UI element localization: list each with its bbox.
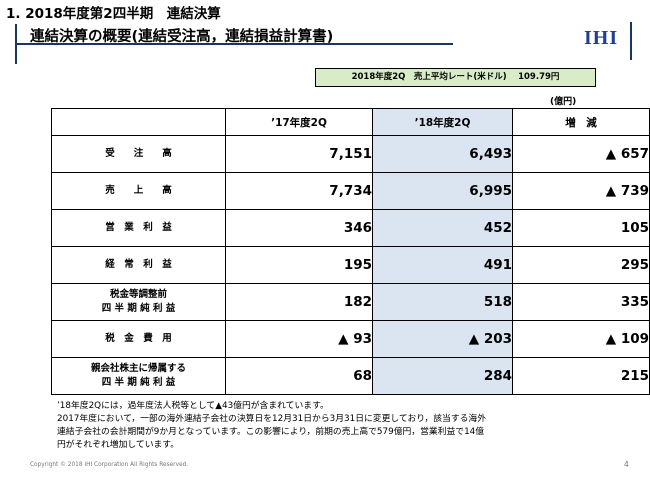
header-change: 増 減	[512, 108, 650, 136]
page-title: 連結決算の概要(連結受注高，連結損益計算書)	[30, 29, 334, 45]
value-change: ▲ 657	[512, 135, 650, 173]
value-change: ▲ 739	[512, 172, 650, 210]
footnote: ’18年度2Qには，過年度法人税等として▲43億円が含まれています。 2017年…	[57, 400, 486, 452]
row-label: 経 常 利 益	[51, 246, 226, 284]
value-fy17-2q: 195	[225, 246, 373, 284]
footnote-line: 連結子会社の会計期間が9か月となっています。この影響により，前期の売上高で579…	[57, 427, 485, 437]
value-change: 215	[512, 357, 650, 395]
value-change: 295	[512, 246, 650, 284]
table-row: 税 金 費 用 ▲ 93 ▲ 203 ▲ 109	[51, 320, 650, 358]
table-row: 受 注 高 7,151 6,493 ▲ 657	[51, 135, 650, 173]
row-label-line: 経 常 利 益	[105, 259, 172, 270]
value-fy18-2q: 491	[372, 246, 513, 284]
value-fy17-2q: 182	[225, 283, 373, 321]
table-row: 親会社株主に帰属する四 半 期 純 利 益 68 284 215	[51, 357, 650, 395]
table-row: 税金等調整前四 半 期 純 利 益 182 518 335	[51, 283, 650, 321]
footnote-line: 2017年度において，一部の海外連結子会社の決算日を12月31日から3月31日に…	[57, 414, 487, 424]
section-title: 1. 2018年度第2四半期 連結決算	[6, 6, 221, 22]
row-label-line: 売 上 高	[105, 185, 172, 196]
header-blank	[51, 108, 226, 136]
unit-label: (億円)	[550, 97, 577, 107]
exchange-rate-box: 2018年度2Q 売上平均レート(米ドル) 109.79円	[315, 68, 596, 87]
row-label: 税金等調整前四 半 期 純 利 益	[51, 283, 226, 321]
value-fy18-2q: 452	[372, 209, 513, 247]
ihi-logo: IHI	[584, 27, 619, 49]
value-change: 105	[512, 209, 650, 247]
value-fy18-2q: 518	[372, 283, 513, 321]
value-fy17-2q: ▲ 93	[225, 320, 373, 358]
value-fy17-2q: 7,151	[225, 135, 373, 173]
financial-summary-table: ’17年度2Q ’18年度2Q 増 減 受 注 高 7,151 6,493 ▲ 657…	[51, 108, 650, 395]
table-row: 経 常 利 益 195 491 295	[51, 246, 650, 284]
row-label: 営 業 利 益	[51, 209, 226, 247]
right-accent-bar	[630, 22, 632, 60]
row-label: 税 金 費 用	[51, 320, 226, 358]
table-row: 営 業 利 益 346 452 105	[51, 209, 650, 247]
row-label-line: 四 半 期 純 利 益	[101, 303, 176, 314]
footnote-line: ’18年度2Qには，過年度法人税等として▲43億円が含まれています。	[57, 401, 329, 411]
value-fy18-2q: 284	[372, 357, 513, 395]
table-header-row: ’17年度2Q ’18年度2Q 増 減	[51, 108, 650, 136]
row-label-line: 税金等調整前	[109, 289, 167, 300]
copyright: Copyright © 2018 IHI Corporation All Rig…	[30, 462, 189, 468]
value-fy17-2q: 346	[225, 209, 373, 247]
row-label-line: 親会社株主に帰属する	[90, 363, 186, 374]
row-label: 売 上 高	[51, 172, 226, 210]
value-fy18-2q: 6,493	[372, 135, 513, 173]
header-fy18-2q: ’18年度2Q	[372, 108, 513, 136]
row-label-line: 受 注 高	[105, 148, 172, 159]
value-change: 335	[512, 283, 650, 321]
row-label-line: 営 業 利 益	[105, 222, 172, 233]
value-change: ▲ 109	[512, 320, 650, 358]
page-number: 4	[624, 460, 629, 469]
header-fy17-2q: ’17年度2Q	[225, 108, 373, 136]
value-fy18-2q: 6,995	[372, 172, 513, 210]
row-label: 親会社株主に帰属する四 半 期 純 利 益	[51, 357, 226, 395]
value-fy17-2q: 7,734	[225, 172, 373, 210]
value-fy17-2q: 68	[225, 357, 373, 395]
footnote-line: 円がそれぞれ増加しています。	[57, 440, 180, 450]
row-label-line: 税 金 費 用	[105, 333, 172, 344]
row-label-line: 四 半 期 純 利 益	[101, 377, 176, 388]
value-fy18-2q: ▲ 203	[372, 320, 513, 358]
row-label: 受 注 高	[51, 135, 226, 173]
title-underline	[15, 43, 453, 45]
table-row: 売 上 高 7,734 6,995 ▲ 739	[51, 172, 650, 210]
